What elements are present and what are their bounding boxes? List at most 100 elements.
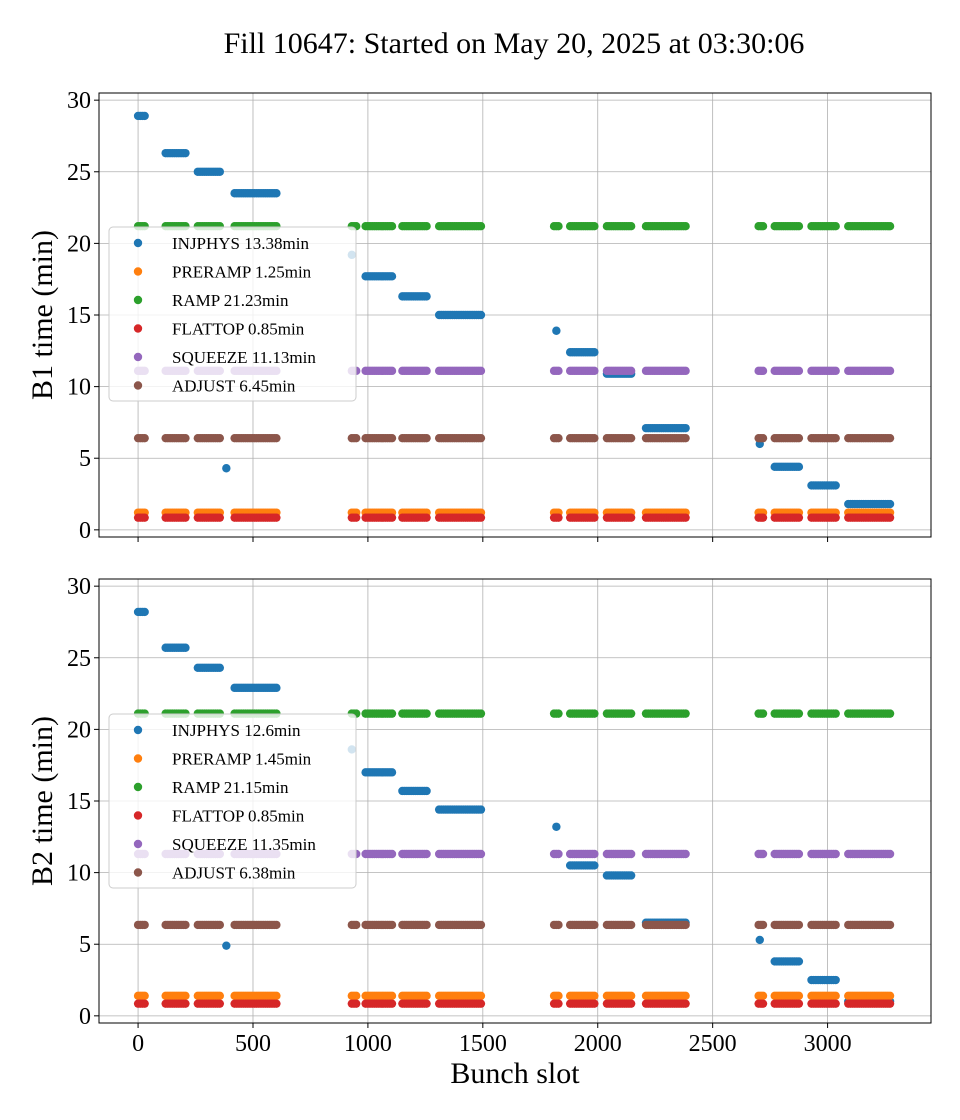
x-tick-label: 0 (132, 1031, 144, 1057)
y-tick-label: 5 (79, 446, 91, 472)
data-point (140, 999, 149, 1008)
y-tick-label: 5 (79, 932, 91, 958)
data-point (222, 464, 231, 473)
data-point (476, 222, 486, 231)
data-point (352, 920, 361, 930)
data-point (885, 920, 895, 930)
legend-marker (133, 725, 143, 735)
data-point (140, 991, 149, 1000)
data-point (387, 272, 397, 281)
data-point (181, 513, 190, 522)
data-point (215, 999, 225, 1008)
y-tick-label: 20 (67, 231, 91, 257)
data-point (554, 920, 563, 930)
legend-marker (133, 381, 143, 390)
data-point (554, 222, 563, 231)
series-flattop (133, 999, 895, 1008)
legend-label: RAMP 21.23min (172, 291, 289, 310)
data-point (831, 513, 840, 522)
data-point (422, 366, 431, 376)
data-point (387, 991, 397, 1000)
series-adjust (133, 433, 895, 443)
data-point (831, 975, 840, 985)
data-point (272, 920, 281, 930)
data-point (215, 920, 225, 930)
legend-label: PRERAMP 1.25min (172, 263, 312, 282)
legend-marker (133, 324, 143, 333)
data-point (387, 366, 397, 376)
data-point (794, 957, 804, 966)
data-point (422, 991, 431, 1000)
data-point (626, 513, 636, 522)
data-point (476, 513, 486, 522)
data-point (590, 348, 599, 357)
data-point (794, 433, 804, 443)
data-point (554, 366, 563, 376)
data-point (885, 709, 895, 718)
data-point (590, 222, 599, 231)
data-point (554, 999, 563, 1008)
legend-label: RAMP 21.15min (172, 778, 289, 797)
data-point (387, 513, 397, 522)
data-point (831, 222, 840, 231)
legend-label: SQUEEZE 11.35min (172, 835, 316, 854)
legend-marker (133, 811, 143, 820)
data-point (626, 871, 636, 880)
data-point (681, 709, 690, 718)
data-point (215, 663, 225, 672)
data-point (831, 991, 840, 1000)
data-point (885, 433, 895, 443)
data-point (794, 709, 804, 718)
series-injphys (133, 111, 895, 509)
data-point (140, 111, 149, 121)
legend-label: INJPHYS 12.6min (172, 721, 301, 740)
legend-marker (133, 238, 143, 248)
legend: INJPHYS 13.38min PRERAMP 1.25min RAMP 21.2… (108, 226, 357, 402)
data-point (181, 920, 190, 930)
x-tick-label: 2500 (689, 1031, 737, 1057)
data-point (794, 999, 804, 1008)
data-point (476, 849, 486, 859)
legend-marker (133, 782, 143, 792)
data-point (422, 433, 431, 443)
data-point (885, 849, 895, 859)
data-point (554, 433, 563, 443)
y-tick-label: 25 (67, 160, 91, 186)
data-point (272, 433, 281, 443)
legend-label: FLATTOP 0.85min (172, 807, 305, 826)
data-point (758, 513, 768, 522)
data-point (552, 326, 561, 335)
data-point (681, 513, 690, 522)
data-point (590, 433, 599, 443)
data-point (626, 433, 636, 443)
data-point (626, 222, 636, 231)
data-point (758, 222, 768, 231)
data-point (422, 849, 431, 859)
legend-label: INJPHYS 13.38min (172, 234, 309, 253)
data-point (215, 167, 225, 176)
data-point (554, 513, 563, 522)
data-point (885, 499, 895, 509)
data-point (181, 433, 190, 443)
data-point (352, 999, 361, 1008)
data-point (758, 433, 768, 443)
data-point (681, 222, 690, 231)
data-point (476, 991, 486, 1000)
panel-b1: 0 5 10 15 20 25 30 B1 time (min) INJPHYS 13.38mi… (26, 88, 932, 544)
series-adjust (133, 920, 895, 930)
data-point (590, 991, 599, 1000)
y-tick-label: 20 (67, 717, 91, 743)
y-tick-label: 15 (67, 789, 91, 815)
data-point (626, 366, 636, 376)
data-point (181, 643, 190, 652)
x-tick-label: 1000 (344, 1031, 392, 1057)
data-point (885, 366, 895, 376)
x-axis-label: Bunch slot (450, 1057, 580, 1090)
series-ramp (133, 709, 895, 718)
data-point (590, 513, 599, 522)
data-point (215, 433, 225, 443)
data-point (794, 366, 804, 376)
data-point (422, 786, 431, 796)
data-point (554, 849, 563, 859)
